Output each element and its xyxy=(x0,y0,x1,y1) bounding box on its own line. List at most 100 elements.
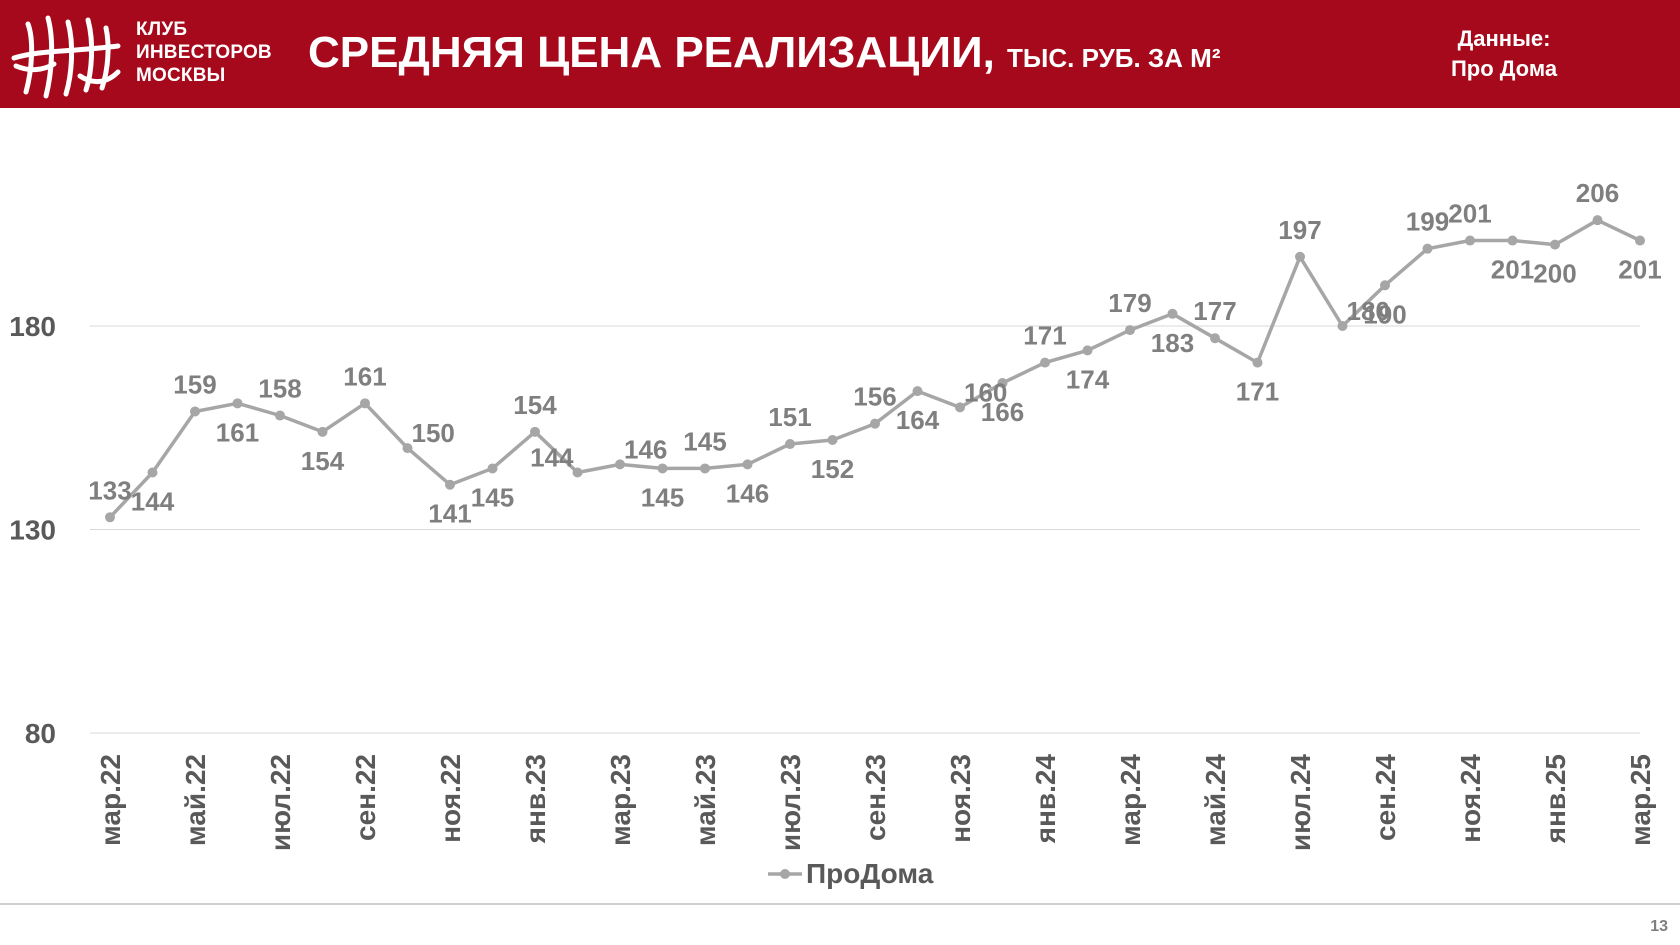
data-point-авг.22 xyxy=(317,426,328,437)
data-point-фев.23 xyxy=(572,467,583,478)
data-point-ноя.24 xyxy=(1465,235,1475,246)
data-label-фев.25: 206 xyxy=(1576,178,1619,208)
data-point-июл.23 xyxy=(785,439,795,450)
x-tick-label-июл.24: июл.24 xyxy=(1285,754,1316,852)
x-tick-label-ноя.24: ноя.24 xyxy=(1455,754,1486,843)
x-tick-label-май.24: май.24 xyxy=(1200,754,1231,846)
data-label-фев.24: 174 xyxy=(1066,364,1110,394)
data-label-апр.22: 144 xyxy=(131,487,175,517)
data-point-май.22 xyxy=(190,406,200,417)
data-point-мар.22 xyxy=(105,512,115,523)
club-name-line-3: МОСКВЫ xyxy=(136,65,226,86)
data-source: Данные: Про Дома xyxy=(1404,24,1604,84)
x-tick-label-ноя.23: ноя.23 xyxy=(945,754,976,843)
data-point-сен.23 xyxy=(870,418,880,429)
y-tick-label-180: 180 xyxy=(9,311,56,342)
legend-marker xyxy=(780,869,790,879)
data-point-июн.24 xyxy=(1252,357,1263,368)
data-point-июн.23 xyxy=(742,459,753,470)
x-tick-label-янв.25: янв.25 xyxy=(1540,754,1571,844)
price-line-chart: 80 130 180 мар.22 май.22 июл.22 сен.22 ноя.22 ян… xyxy=(9,178,1661,889)
data-point-янв.25 xyxy=(1550,239,1560,250)
data-point-май.24 xyxy=(1210,333,1220,344)
x-tick-label-июл.23: июл.23 xyxy=(775,754,806,851)
x-tick-label-мар.25: мар.25 xyxy=(1625,754,1656,846)
data-point-июл.22 xyxy=(275,410,285,421)
data-point-мар.23 xyxy=(615,459,625,470)
data-label-дек.24: 201 xyxy=(1491,255,1534,285)
x-tick-label-май.22: май.22 xyxy=(180,754,211,846)
data-point-апр.24 xyxy=(1167,308,1178,319)
data-source-value: Про Дома xyxy=(1450,56,1558,81)
data-label-апр.24: 183 xyxy=(1151,328,1194,358)
data-label-окт.24: 199 xyxy=(1406,207,1449,237)
legend-entry-prodoma: ПроДома xyxy=(806,858,934,889)
data-point-окт.24 xyxy=(1422,243,1433,254)
data-point-дек.23 xyxy=(997,377,1008,388)
x-tick-label-мар.22: мар.22 xyxy=(95,754,126,846)
data-label-фев.23: 144 xyxy=(530,443,574,473)
header-bar: КЛУБ ИНВЕСТОРОВ МОСКВЫ СРЕДНЯЯ ЦЕНА РЕАЛ… xyxy=(0,0,1680,108)
data-label-май.23: 145 xyxy=(683,426,726,456)
data-label-мар.25: 201 xyxy=(1618,255,1661,285)
club-name-line-1: КЛУБ xyxy=(136,19,188,40)
data-label-июл.22: 158 xyxy=(258,374,301,404)
data-point-авг.24 xyxy=(1337,321,1348,331)
data-point-апр.22 xyxy=(147,467,158,478)
data-label-дек.22: 145 xyxy=(471,482,514,512)
data-point-окт.22 xyxy=(402,443,413,454)
data-label-сен.23: 156 xyxy=(853,382,896,412)
data-label-сен.24: 190 xyxy=(1363,299,1406,329)
data-point-янв.23 xyxy=(530,426,540,437)
club-name: КЛУБ ИНВЕСТОРОВ МОСКВЫ xyxy=(136,18,272,87)
data-label-мар.22: 133 xyxy=(88,475,131,505)
page-title: СРЕДНЯЯ ЦЕНА РЕАЛИЗАЦИИ, ТЫС. РУБ. ЗА М² xyxy=(308,28,1221,78)
club-name-line-2: ИНВЕСТОРОВ xyxy=(136,42,272,63)
data-label-мар.24: 179 xyxy=(1108,288,1151,318)
data-point-май.23 xyxy=(700,463,710,474)
x-tick-label-май.23: май.23 xyxy=(690,754,721,846)
data-point-апр.23 xyxy=(657,463,668,474)
data-label-сен.22: 161 xyxy=(343,361,386,391)
data-point-дек.24 xyxy=(1507,235,1518,246)
data-label-янв.25: 200 xyxy=(1533,259,1576,289)
data-source-label: Данные: xyxy=(1457,26,1551,51)
data-label-окт.23: 164 xyxy=(896,405,940,435)
x-tick-label-мар.24: мар.24 xyxy=(1115,754,1146,846)
data-label-авг.24: 180 xyxy=(1347,296,1390,326)
data-label-янв.23: 154 xyxy=(513,390,557,420)
data-label-ноя.24: 201 xyxy=(1448,199,1491,229)
data-point-сен.24 xyxy=(1380,280,1390,291)
data-label-июл.23: 151 xyxy=(768,402,811,432)
data-point-мар.25 xyxy=(1635,235,1645,246)
x-tick-label-янв.24: янв.24 xyxy=(1030,754,1061,845)
data-label-дек.23: 166 xyxy=(981,397,1024,427)
x-tick-label-ноя.22: ноя.22 xyxy=(435,754,466,843)
data-label-май.22: 159 xyxy=(173,369,216,399)
data-point-янв.24 xyxy=(1040,357,1050,368)
x-tick-label-сен.24: сен.24 xyxy=(1370,754,1401,841)
x-tick-label-янв.23: янв.23 xyxy=(520,754,551,844)
data-label-июн.23: 146 xyxy=(726,478,769,508)
page-title-units: ТЫС. РУБ. ЗА М² xyxy=(1007,43,1221,73)
data-point-июл.24 xyxy=(1295,251,1305,262)
data-point-сен.22 xyxy=(360,398,370,409)
data-point-дек.22 xyxy=(487,463,498,474)
x-tick-label-сен.22: сен.22 xyxy=(350,754,381,841)
club-logo xyxy=(11,15,121,99)
page-title-main: СРЕДНЯЯ ЦЕНА РЕАЛИЗАЦИИ, xyxy=(308,28,995,77)
data-label-окт.22: 150 xyxy=(412,418,455,448)
data-point-ноя.22 xyxy=(445,479,455,490)
data-label-апр.23: 145 xyxy=(641,482,684,512)
data-label-ноя.22: 141 xyxy=(428,499,471,529)
data-label-авг.22: 154 xyxy=(301,446,345,476)
x-tick-label-июл.22: июл.22 xyxy=(265,754,296,851)
data-point-фев.24 xyxy=(1082,345,1093,356)
data-point-июн.22 xyxy=(232,398,243,409)
data-label-июн.24: 171 xyxy=(1236,377,1279,407)
data-label-авг.23: 152 xyxy=(811,454,854,484)
data-label-янв.24: 171 xyxy=(1023,321,1066,351)
data-point-авг.23 xyxy=(827,434,838,445)
footer-divider xyxy=(0,903,1680,905)
data-point-окт.23 xyxy=(912,386,923,397)
